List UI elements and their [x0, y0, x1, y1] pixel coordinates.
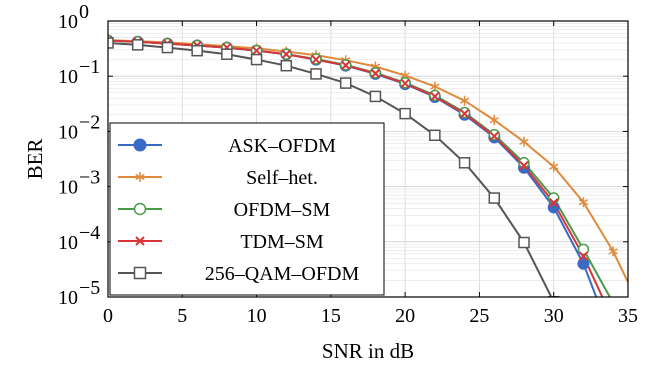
data-point: [161, 41, 174, 54]
data-point: [564, 332, 574, 342]
data-point: [577, 243, 590, 256]
y-tick-label: 10: [58, 287, 78, 309]
data-point: [488, 192, 501, 204]
y-tick-exponent: −1: [79, 56, 100, 78]
y-tick-exponent: −4: [79, 222, 100, 244]
data-point: [108, 37, 114, 49]
data-point: [250, 53, 263, 66]
data-point: [519, 160, 529, 171]
legend-label: OFDM–SM: [234, 199, 331, 221]
data-point: [519, 136, 529, 147]
plot-frame: [107, 20, 629, 298]
y-tick-exponent: −5: [79, 277, 100, 299]
data-point: [608, 298, 618, 308]
y-axis-label: BER: [23, 139, 47, 180]
data-point: [191, 44, 203, 57]
data-point: [133, 266, 147, 280]
x-tick-label: 20: [395, 305, 415, 327]
data-point: [609, 316, 617, 324]
data-point: [369, 90, 382, 103]
y-tick-label: 10: [58, 66, 78, 88]
data-point: [430, 91, 440, 102]
y-tick-label: 10: [58, 177, 78, 199]
legend-entry: 256–QAM–OFDM: [118, 263, 359, 285]
y-tick-exponent: −3: [79, 167, 100, 189]
data-point: [370, 68, 381, 79]
x-tick-label: 35: [618, 305, 638, 327]
data-point: [281, 49, 291, 59]
y-tick-label: 10: [58, 121, 78, 143]
data-point: [549, 198, 559, 208]
data-point: [280, 59, 293, 72]
data-point: [488, 128, 501, 141]
data-point: [135, 236, 145, 246]
x-tick-label: 15: [321, 305, 341, 327]
x-tick-label: 5: [177, 305, 187, 327]
data-point: [341, 60, 351, 71]
data-point: [518, 157, 530, 169]
data-point: [549, 161, 559, 172]
legend-entry: ASK–OFDM: [118, 135, 336, 157]
y-tick-label: 10: [58, 11, 78, 33]
data-point: [578, 197, 589, 208]
data-point: [221, 48, 233, 60]
x-tick-label: 25: [469, 305, 489, 327]
y-tick-exponent: 0: [79, 1, 89, 23]
legend-label: ASK–OFDM: [228, 135, 336, 157]
data-point: [399, 107, 411, 120]
data-point: [339, 77, 352, 89]
x-tick-label: 10: [247, 305, 267, 327]
data-point: [133, 202, 147, 216]
legend-label: 256–QAM–OFDM: [205, 263, 360, 285]
data-point: [310, 68, 322, 80]
data-point: [135, 172, 145, 182]
data-point: [577, 257, 590, 270]
data-point: [458, 157, 471, 169]
data-point: [578, 251, 589, 261]
legend-label: TDM–SM: [240, 231, 324, 253]
data-point: [608, 335, 619, 346]
legend-entry: TDM–SM: [118, 231, 324, 253]
data-point: [311, 54, 321, 65]
data-point: [429, 129, 441, 142]
data-point: [459, 95, 470, 106]
data-point: [489, 131, 499, 141]
x-axis-label: SNR in dB: [322, 339, 414, 363]
x-tick-label: 0: [103, 305, 113, 327]
data-point: [133, 138, 147, 152]
legend: ASK–OFDM Self–het. OFDM–SM TDM–SM 256–QAM–OF…: [109, 122, 385, 296]
series-markers: [108, 34, 619, 346]
legend-entry: OFDM–SM: [118, 199, 331, 221]
data-point: [518, 236, 530, 249]
x-tick-label: 30: [544, 305, 564, 327]
y-tick-label: 10: [58, 232, 78, 254]
data-point: [489, 115, 499, 126]
data-point: [608, 246, 618, 257]
legend-entry: Self–het.: [118, 167, 318, 189]
data-point: [459, 108, 470, 119]
y-tick-exponent: −2: [79, 111, 100, 133]
legend-label: Self–het.: [246, 167, 318, 189]
data-point: [131, 39, 144, 51]
data-point: [400, 78, 410, 89]
data-point: [251, 45, 262, 56]
